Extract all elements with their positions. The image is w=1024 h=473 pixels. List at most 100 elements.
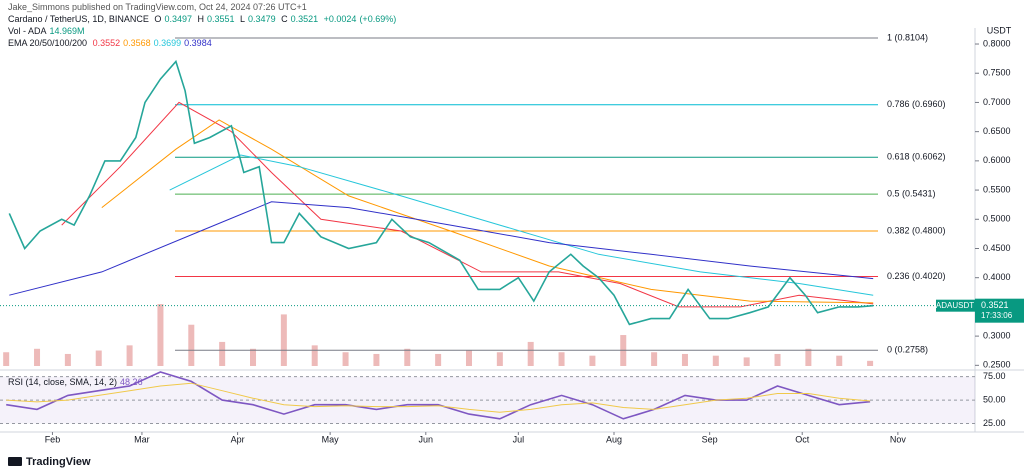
x-tick-label: Oct	[795, 434, 810, 444]
x-tick-label: Jun	[419, 434, 434, 444]
volume-bar	[774, 353, 781, 366]
indicator-line	[6, 382, 871, 413]
ema-value: 0.3699	[153, 38, 182, 48]
ohlc-c: C	[281, 14, 288, 24]
fib-label: 0.382 (0.4800)	[887, 225, 946, 235]
volume-bar	[435, 353, 442, 366]
volume-bar	[126, 345, 133, 366]
ema-value: 0.3552	[92, 38, 121, 48]
fib-label: 0.618 (0.6062)	[887, 152, 946, 162]
volume-bar	[250, 348, 257, 366]
volume-bar	[404, 348, 411, 366]
currency-label: USDT	[987, 25, 1012, 35]
volume-bar	[3, 352, 10, 366]
volume-bar	[280, 314, 287, 366]
price-tag	[975, 298, 1024, 323]
brand-logo	[8, 457, 22, 466]
x-tick-label: Aug	[606, 434, 622, 444]
volume-bar	[712, 355, 719, 366]
volume-bar	[805, 348, 812, 366]
volume-label: Vol - ADA	[8, 26, 47, 36]
volume-bar	[64, 353, 71, 366]
price-tag-countdown: 17:33:06	[981, 311, 1013, 320]
y-tick-label: 0.2500	[983, 360, 1011, 370]
ohlc-o-value: 0.3497	[164, 14, 192, 24]
volume-bar	[95, 350, 102, 366]
y-tick-label: 75.00	[983, 371, 1006, 381]
x-tick-label: Nov	[890, 434, 907, 444]
change: +0.0024	[323, 14, 357, 24]
ohlc-h-value: 0.3551	[206, 14, 235, 24]
volume-bar	[373, 353, 380, 366]
symbol-row: Cardano / TetherUS, 1D, BINANCE O 0.3497 …	[8, 14, 399, 24]
symbol-tag-label: ADAUSDT	[936, 301, 974, 310]
rsi-row: RSI (14, close, SMA, 14, 2) 48.26	[8, 377, 146, 387]
y-tick-label: 0.6500	[983, 126, 1011, 136]
y-tick-label: 0.5000	[983, 214, 1011, 224]
fib-label: 0.236 (0.4020)	[887, 271, 946, 281]
volume-bar	[589, 355, 596, 366]
volume-bar	[342, 352, 349, 366]
price-tag-value: 0.3521	[981, 300, 1009, 310]
ema-label: EMA 20/50/100/200	[8, 38, 88, 48]
publisher: Jake_Simmons published on TradingView.co…	[8, 2, 307, 12]
y-tick-label: 0.6000	[983, 155, 1011, 165]
rsi-value: 48.26	[120, 377, 143, 387]
volume-bar	[836, 355, 843, 366]
fib-label: 0 (0.2758)	[887, 345, 928, 355]
ohlc-h: H	[197, 14, 204, 24]
y-tick-label: 0.8000	[983, 38, 1011, 48]
volume-bar	[219, 341, 226, 366]
volume-row: Vol - ADA 14.969M	[8, 26, 88, 36]
volume-bar	[681, 353, 688, 366]
y-tick-label: 0.3000	[983, 330, 1011, 340]
y-tick-label: 0.4000	[983, 272, 1011, 282]
y-tick-label: 0.5500	[983, 184, 1011, 194]
volume-bar	[651, 352, 658, 366]
volume-bar	[867, 360, 874, 366]
x-tick-label: Apr	[231, 434, 245, 444]
symbol-tag	[936, 299, 975, 312]
y-tick-label: 0.4500	[983, 243, 1011, 253]
volume-bar	[558, 352, 565, 366]
change-pct: (+0.69%)	[359, 14, 397, 24]
ema-line	[101, 119, 874, 304]
symbol: Cardano / TetherUS, 1D, BINANCE	[8, 14, 149, 24]
x-tick-label: Mar	[134, 434, 150, 444]
ohlc-o: O	[154, 14, 162, 24]
fib-label: 0.786 (0.6960)	[887, 99, 946, 109]
x-tick-label: May	[322, 434, 340, 444]
ohlc-l-value: 0.3479	[248, 14, 276, 24]
ema-line	[9, 201, 874, 296]
ema-row: EMA 20/50/100/200 0.3552 0.3568 0.3699 0.39…	[8, 38, 215, 48]
fib-label: 0.5 (0.5431)	[887, 188, 936, 198]
volume-value: 14.969M	[49, 26, 85, 36]
x-tick-label: Sep	[702, 434, 718, 444]
fib-label: 1 (0.8104)	[887, 32, 928, 42]
price-line	[6, 371, 871, 420]
ema-line	[169, 154, 874, 296]
volume-bar	[496, 352, 503, 366]
x-tick-label: Jul	[513, 434, 525, 444]
y-tick-label: 0.7500	[983, 68, 1011, 78]
price-line	[8, 59, 874, 326]
ema-value: 0.3568	[123, 38, 151, 48]
y-tick-label: 25.00	[983, 418, 1006, 428]
volume-bar	[157, 304, 164, 366]
volume-bar	[743, 357, 750, 366]
volume-bar	[188, 324, 195, 366]
y-tick-label: 50.00	[983, 394, 1006, 404]
ohlc-c-value: 0.3521	[290, 14, 319, 24]
brand: TradingView	[26, 456, 91, 468]
volume-bar	[527, 341, 534, 366]
volume-bar	[34, 348, 41, 366]
rsi-label: RSI (14, close, SMA, 14, 2)	[8, 377, 118, 387]
x-tick-label: Feb	[45, 434, 61, 444]
ohlc-l: L	[240, 14, 246, 24]
y-tick-label: 0.7000	[983, 97, 1011, 107]
volume-bar	[465, 350, 472, 366]
volume-bar	[311, 345, 318, 366]
ema-value: 0.3984	[184, 38, 212, 48]
